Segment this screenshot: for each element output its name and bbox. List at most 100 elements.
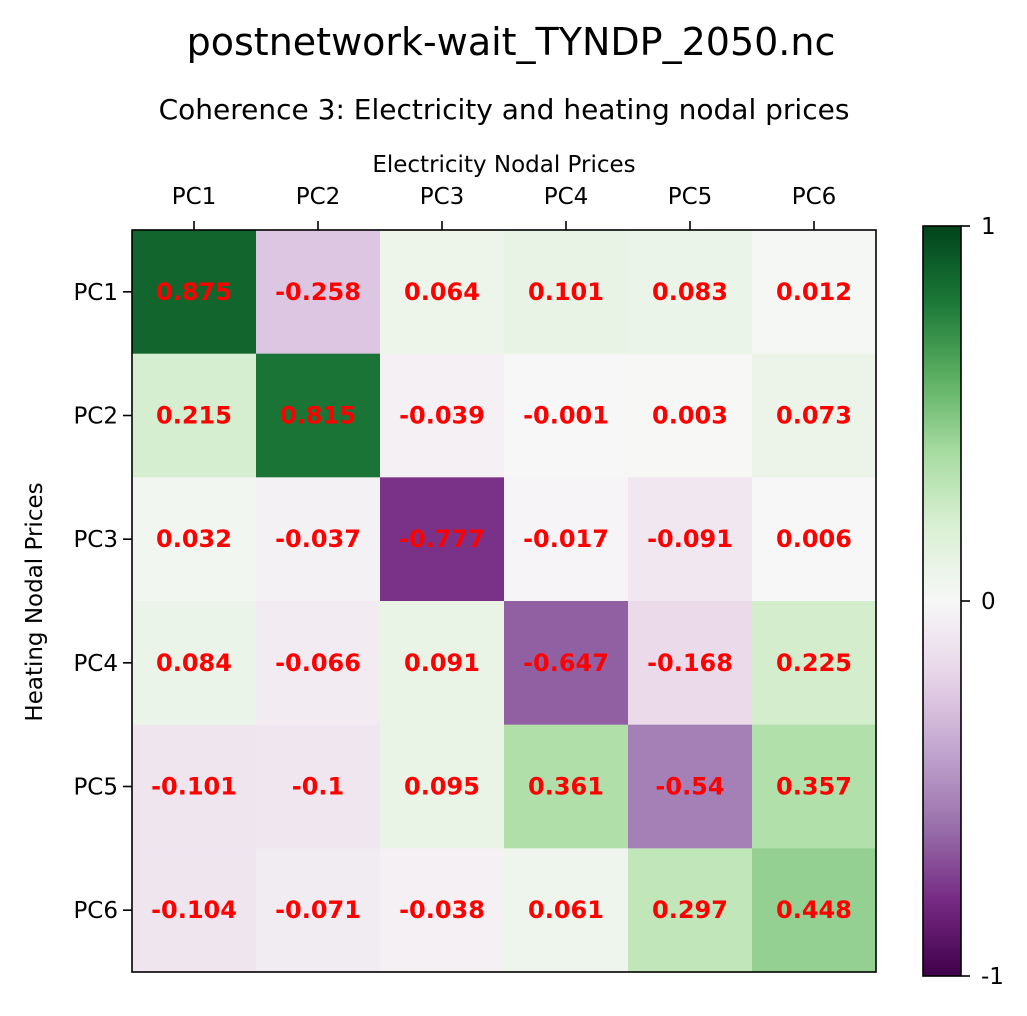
heatmap-cell (256, 601, 381, 726)
heatmap-cell (132, 477, 257, 602)
heatmap-cell (752, 353, 877, 478)
cell-value-label: 0.012 (776, 278, 852, 306)
cell-value-label: -0.091 (647, 525, 733, 553)
heatmap-cell (628, 848, 753, 973)
x-tick-label: PC1 (172, 184, 217, 210)
heatmap-cell (256, 477, 381, 602)
x-tick-label: PC2 (296, 184, 341, 210)
heatmap-cell (256, 848, 381, 973)
heatmap-value-labels: 0.875 -0.258 0.064 0.101 0.083 0.012 0.215 0.81… (151, 278, 852, 924)
x-tick-label: PC3 (420, 184, 465, 210)
heatmap-cell (504, 848, 629, 973)
heatmap-cell (132, 848, 257, 973)
cell-value-label: -0.1 (292, 773, 344, 801)
heatmap-cell (380, 601, 505, 726)
y-axis-label: Heating Nodal Prices (22, 482, 48, 721)
y-tick-label: PC5 (73, 775, 118, 801)
heatmap-cell (380, 230, 505, 355)
colorbar-tick-label: 1 (981, 214, 996, 240)
heatmap-cell (132, 230, 257, 355)
plot-frame (131, 229, 877, 973)
heatmap-cell (504, 724, 629, 849)
cell-value-label: -0.101 (151, 773, 237, 801)
cell-value-label: -0.039 (399, 402, 485, 430)
cell-value-label: -0.017 (523, 525, 609, 553)
cell-value-label: -0.104 (151, 896, 237, 924)
heatmap-cell (628, 353, 753, 478)
heatmap-cell (380, 848, 505, 973)
y-tick-label: PC2 (73, 404, 118, 430)
cell-value-label: 0.225 (776, 649, 852, 677)
cell-value-label: 0.215 (156, 402, 232, 430)
colorbar: 1 0 -1 (922, 214, 1004, 990)
heatmap-cell (132, 353, 257, 478)
x-tick-label: PC4 (544, 184, 589, 210)
heatmap-cell (504, 230, 629, 355)
cell-value-label: 0.091 (404, 649, 480, 677)
heatmap-cell (628, 601, 753, 726)
cell-value-label: -0.54 (655, 773, 724, 801)
heatmap-cell (628, 230, 753, 355)
heatmap-cells (132, 230, 877, 973)
cell-value-label: 0.073 (776, 402, 852, 430)
cell-value-label: 0.095 (404, 773, 480, 801)
cell-value-label: 0.361 (528, 773, 604, 801)
cell-value-label: 0.448 (776, 896, 852, 924)
colorbar-tick-label: 0 (981, 589, 996, 615)
x-axis-label: Electricity Nodal Prices (372, 152, 635, 178)
heatmap-cell (380, 477, 505, 602)
heatmap-cell (256, 353, 381, 478)
y-axis-ticks: PC1 PC2 PC3 PC4 PC5 PC6 (73, 280, 132, 924)
heatmap-cell (132, 601, 257, 726)
figure-suptitle: postnetwork-wait_TYNDP_2050.nc (187, 20, 836, 64)
y-tick-label: PC3 (73, 527, 118, 553)
cell-value-label: -0.071 (275, 896, 361, 924)
heatmap-cell (380, 724, 505, 849)
heatmap-cell (380, 353, 505, 478)
colorbar-tick-label: -1 (981, 964, 1004, 990)
x-tick-label: PC5 (668, 184, 713, 210)
heatmap-cell (752, 724, 877, 849)
heatmap-cell (504, 477, 629, 602)
heatmap-cell (504, 353, 629, 478)
heatmap-cell (752, 848, 877, 973)
y-tick-label: PC4 (73, 651, 118, 677)
colorbar-ticks: 1 0 -1 (961, 214, 1004, 990)
cell-value-label: 0.815 (280, 402, 356, 430)
heatmap-cell (628, 724, 753, 849)
cell-value-label: 0.297 (652, 896, 728, 924)
cell-value-label: 0.061 (528, 896, 604, 924)
cell-value-label: 0.875 (156, 278, 232, 306)
heatmap-cell (132, 724, 257, 849)
cell-value-label: -0.168 (647, 649, 733, 677)
heatmap-cell (628, 477, 753, 602)
cell-value-label: -0.038 (399, 896, 485, 924)
heatmap-cell (256, 230, 381, 355)
heatmap-cell (752, 230, 877, 355)
heatmap-cell (256, 724, 381, 849)
cell-value-label: 0.084 (156, 649, 232, 677)
cell-value-label: -0.777 (399, 525, 485, 553)
cell-value-label: 0.006 (776, 525, 852, 553)
heatmap-cell (504, 601, 629, 726)
chart-title: Coherence 3: Electricity and heating nod… (159, 93, 850, 126)
cell-value-label: -0.001 (523, 402, 609, 430)
cell-value-label: -0.066 (275, 649, 361, 677)
x-axis-ticks: PC1 PC2 PC3 PC4 PC5 PC6 (172, 184, 837, 230)
cell-value-label: 0.083 (652, 278, 728, 306)
heatmap-cell (752, 477, 877, 602)
heatmap-cell (752, 601, 877, 726)
y-tick-label: PC1 (73, 280, 118, 306)
cell-value-label: 0.357 (776, 773, 852, 801)
cell-value-label: -0.647 (523, 649, 609, 677)
cell-value-label: 0.003 (652, 402, 728, 430)
cell-value-label: 0.064 (404, 278, 480, 306)
cell-value-label: -0.258 (275, 278, 361, 306)
y-tick-label: PC6 (73, 898, 118, 924)
x-tick-label: PC6 (792, 184, 837, 210)
cell-value-label: 0.101 (528, 278, 604, 306)
cell-value-label: 0.032 (156, 525, 232, 553)
colorbar-gradient (923, 226, 961, 976)
cell-value-label: -0.037 (275, 525, 361, 553)
